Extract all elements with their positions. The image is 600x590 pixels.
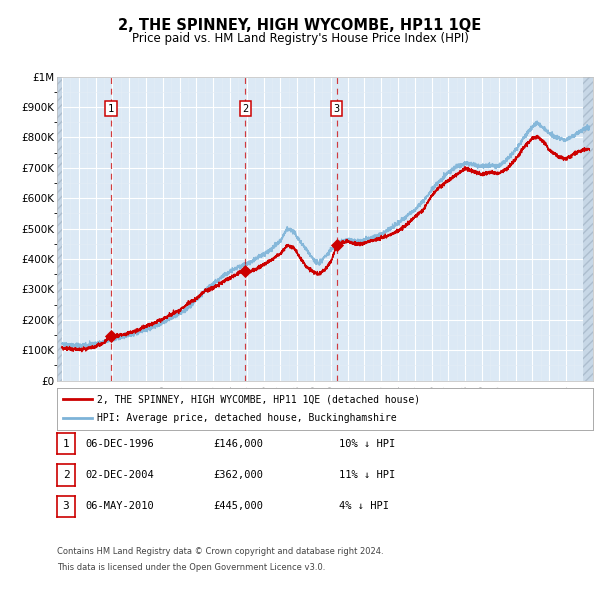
Point (332, 241, 341, 250)
Text: 1: 1 (108, 104, 114, 114)
Bar (57, 77, 62, 381)
Text: 2: 2 (62, 470, 70, 480)
Text: 10% ↓ HPI: 10% ↓ HPI (339, 439, 395, 448)
Text: 11% ↓ HPI: 11% ↓ HPI (339, 470, 395, 480)
Text: 2, THE SPINNEY, HIGH WYCOMBE, HP11 1QE: 2, THE SPINNEY, HIGH WYCOMBE, HP11 1QE (118, 18, 482, 32)
Point (241, 266, 250, 276)
Bar (583, 77, 593, 381)
Text: 2: 2 (242, 104, 248, 114)
Text: 1: 1 (62, 439, 70, 448)
Text: 06-DEC-1996: 06-DEC-1996 (86, 439, 155, 448)
Point (106, 332, 116, 341)
Text: 06-MAY-2010: 06-MAY-2010 (86, 502, 155, 511)
Text: £362,000: £362,000 (213, 470, 263, 480)
Text: 3: 3 (334, 104, 340, 114)
Text: Contains HM Land Registry data © Crown copyright and database right 2024.: Contains HM Land Registry data © Crown c… (57, 547, 383, 556)
Text: 3: 3 (62, 502, 70, 511)
Text: £146,000: £146,000 (213, 439, 263, 448)
Text: £445,000: £445,000 (213, 502, 263, 511)
Text: 2, THE SPINNEY, HIGH WYCOMBE, HP11 1QE (detached house): 2, THE SPINNEY, HIGH WYCOMBE, HP11 1QE (… (97, 394, 421, 404)
Text: Price paid vs. HM Land Registry's House Price Index (HPI): Price paid vs. HM Land Registry's House … (131, 32, 469, 45)
Text: HPI: Average price, detached house, Buckinghamshire: HPI: Average price, detached house, Buck… (97, 414, 397, 424)
Text: This data is licensed under the Open Government Licence v3.0.: This data is licensed under the Open Gov… (57, 563, 325, 572)
Text: 02-DEC-2004: 02-DEC-2004 (86, 470, 155, 480)
Text: 4% ↓ HPI: 4% ↓ HPI (339, 502, 389, 511)
